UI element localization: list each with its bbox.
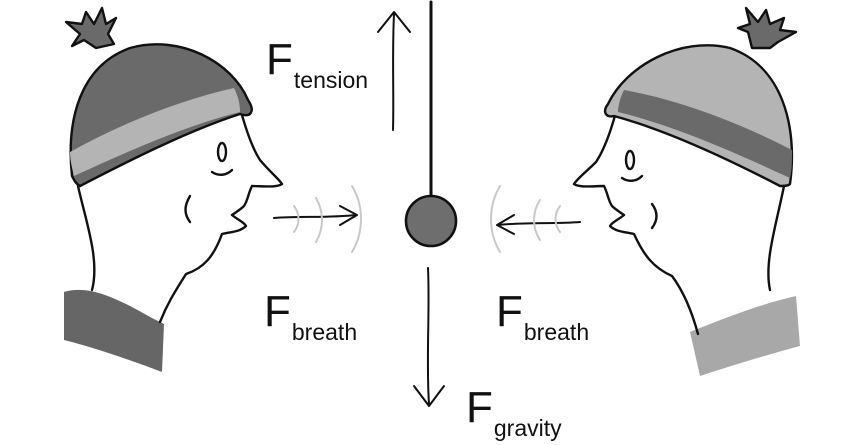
breath-arcs-left — [293, 185, 362, 253]
breath-arrow-left — [273, 205, 358, 226]
label-breath-right: Fbreath — [496, 287, 589, 344]
head-outline-right — [572, 110, 700, 336]
label-gravity-subscript: gravity — [493, 415, 562, 441]
label-gravity-symbol: F — [466, 383, 493, 432]
breath-arcs-right — [490, 185, 561, 253]
hat-pompom-right — [736, 6, 798, 50]
person-right — [572, 6, 800, 376]
label-tension: Ftension — [266, 35, 368, 92]
person-left — [64, 6, 284, 372]
pendulum — [404, 0, 458, 248]
eye-line-right — [620, 174, 644, 182]
collar-right — [690, 296, 800, 376]
label-gravity: Fgravity — [466, 383, 562, 440]
collar-left — [64, 289, 164, 372]
eye-line-left — [210, 168, 234, 176]
label-tension-symbol: F — [266, 35, 293, 84]
back-of-head-right — [767, 184, 786, 292]
breath-arrow-right — [496, 214, 581, 235]
cheek-left — [184, 194, 192, 224]
label-breath-right-symbol: F — [496, 287, 523, 336]
gravity-arrow — [413, 267, 445, 407]
label-breath-left-subscript: breath — [291, 319, 358, 345]
label-breath-right-subscript: breath — [523, 319, 590, 345]
label-breath-left-symbol: F — [264, 287, 291, 336]
eye-left — [216, 141, 228, 163]
pendulum-ball-icon — [404, 194, 458, 248]
eye-right — [624, 149, 636, 171]
label-breath-left: Fbreath — [264, 287, 357, 344]
head-outline-left — [158, 106, 284, 324]
cheek-right — [650, 202, 658, 230]
back-of-head-left — [76, 184, 96, 292]
hat-stripe-right — [618, 90, 792, 178]
hat-stripe-left — [70, 88, 240, 176]
label-tension-subscript: tension — [293, 67, 369, 93]
tension-arrow — [377, 11, 411, 131]
hat-pompom-left — [64, 6, 118, 50]
